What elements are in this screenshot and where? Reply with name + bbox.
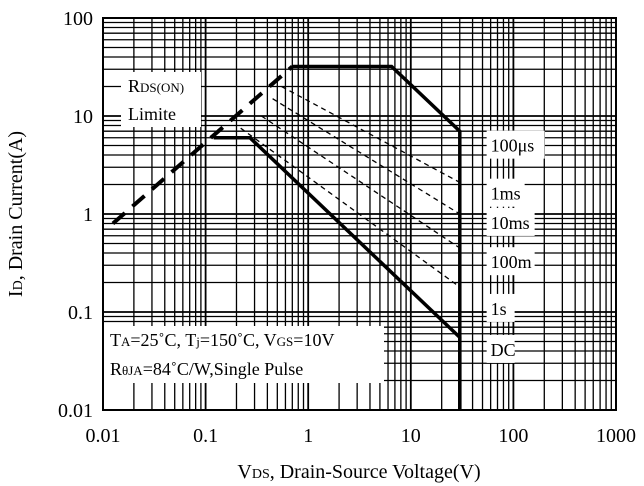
conditions-line2: RθJA=84˚C/W,Single Pulse bbox=[110, 359, 303, 379]
curve-label: 100m bbox=[491, 252, 532, 272]
series-dc bbox=[213, 135, 462, 410]
conditions-box: TA=25˚C, Tj=150˚C, VGS=10V RθJA=84˚C/W,S… bbox=[104, 326, 384, 383]
y-axis-title: ID, Drain Current(A) bbox=[5, 131, 27, 297]
y-tick-label: 0.01 bbox=[58, 400, 93, 422]
curve-label: 1s bbox=[491, 299, 507, 319]
x-axis-title: VDS, Drain-Source Voltage(V) bbox=[237, 461, 480, 483]
series-1s bbox=[240, 127, 461, 288]
x-tick-label: 1 bbox=[303, 425, 313, 447]
series-1ms bbox=[281, 85, 461, 183]
series-10ms bbox=[272, 98, 461, 215]
curve-label-bg bbox=[486, 334, 515, 363]
curve-label: DC bbox=[491, 340, 516, 360]
y-tick-label: 100 bbox=[63, 8, 93, 30]
curve-label: 10ms bbox=[491, 213, 530, 233]
curve-label-bg bbox=[486, 247, 535, 276]
y-tick-label: 0.1 bbox=[68, 302, 93, 324]
curve-label-bg bbox=[486, 293, 515, 322]
curve-label: 1ms bbox=[491, 184, 521, 204]
x-tick-label: 1000 bbox=[596, 425, 636, 447]
plot-frame bbox=[102, 17, 617, 411]
curve-label: 100μs bbox=[491, 136, 535, 156]
series-rds-on-limite bbox=[111, 64, 294, 226]
series-100m bbox=[261, 115, 461, 249]
y-tick-label: 1 bbox=[83, 204, 93, 226]
curve-label-bg bbox=[486, 130, 545, 159]
x-tick-label: 0.1 bbox=[193, 425, 218, 447]
series-100-s bbox=[292, 64, 462, 410]
curve-label-bg bbox=[486, 178, 525, 207]
curve-labels: 100μs 1ms 10ms 100m 1s DC bbox=[486, 130, 545, 363]
y-tick-label: 10 bbox=[73, 106, 93, 128]
conditions-line1: TA=25˚C, Tj=150˚C, VGS=10V bbox=[110, 330, 334, 350]
rds-label-line2: Limite bbox=[128, 104, 176, 124]
series-group bbox=[111, 64, 462, 410]
tick-labels: 0.01 0.1 1 10 100 1000 100 10 1 0.1 0.01 bbox=[58, 8, 636, 447]
curve-label-bg bbox=[486, 207, 535, 236]
x-tick-label: 10 bbox=[401, 425, 421, 447]
rds-label-box: RDS(ON) Limite bbox=[121, 72, 201, 127]
rds-label-line1: RDS(ON) bbox=[128, 76, 184, 96]
x-tick-label: 100 bbox=[498, 425, 528, 447]
x-tick-label: 0.01 bbox=[86, 425, 121, 447]
